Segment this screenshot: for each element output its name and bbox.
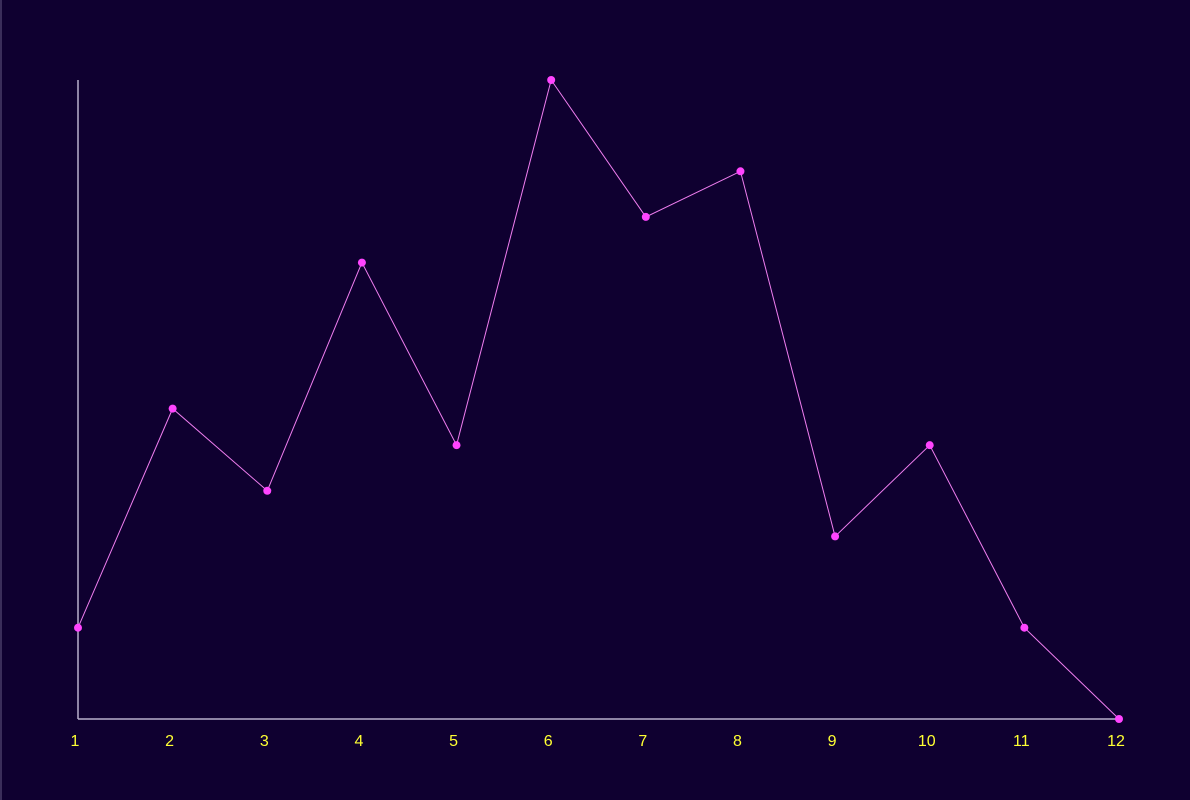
axes [77, 80, 1119, 720]
data-point-6 [547, 76, 556, 84]
data-point-8 [736, 167, 745, 176]
data-point-11 [1020, 623, 1029, 632]
series-line [77, 78, 1120, 720]
data-point-5 [452, 441, 461, 450]
x-tick-label-6: 6 [544, 733, 553, 750]
data-point-2 [168, 404, 177, 413]
x-tick-labels: 1 2 3 4 5 6 7 8 9 10 11 12 [71, 733, 1125, 750]
x-tick-label-12: 12 [1107, 733, 1125, 750]
data-point-7 [641, 212, 650, 221]
data-point-1 [74, 623, 82, 632]
data-point-3 [263, 486, 272, 495]
x-tick-label-4: 4 [354, 733, 363, 750]
x-tick-label-7: 7 [638, 733, 647, 750]
x-tick-label-9: 9 [828, 733, 837, 750]
x-tick-label-2: 2 [165, 733, 174, 750]
x-tick-label-11: 11 [1013, 733, 1030, 750]
data-point-12 [1115, 715, 1123, 723]
series-group [74, 76, 1123, 723]
x-tick-label-10: 10 [918, 733, 936, 750]
x-tick-label-3: 3 [260, 733, 269, 750]
x-tick-label-5: 5 [449, 733, 458, 750]
x-tick-label-8: 8 [733, 733, 742, 750]
data-point-10 [925, 441, 934, 450]
x-tick-label-1: 1 [71, 733, 80, 750]
data-point-9 [831, 532, 840, 541]
data-point-4 [357, 258, 366, 267]
